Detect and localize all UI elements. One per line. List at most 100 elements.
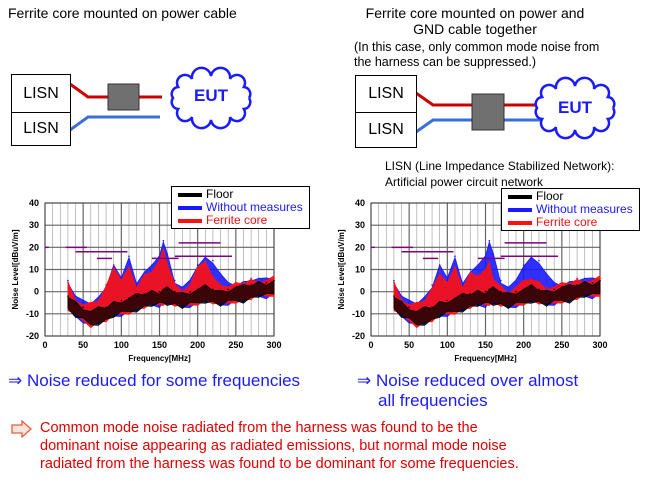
data-point xyxy=(553,288,555,291)
y-tick-label: 10 xyxy=(29,265,39,275)
data-point xyxy=(219,282,222,284)
x-tick-label: 250 xyxy=(228,340,243,350)
y-tick-label: 30 xyxy=(29,220,39,230)
data-point xyxy=(545,286,548,289)
x-tick-label: 50 xyxy=(78,340,88,350)
data-point xyxy=(431,306,433,308)
legend-item: Floor xyxy=(178,188,303,201)
plot-frame xyxy=(44,202,275,337)
data-point xyxy=(515,290,517,293)
right-result-line1: ⇒ Noise reduced over almost xyxy=(357,371,579,390)
y-axis-label: Noise Level[dBuV/m] xyxy=(11,229,20,309)
arrow-right-outline-icon xyxy=(11,420,32,438)
legend-label: Without measures xyxy=(536,202,633,216)
legend-item: Without measures xyxy=(508,203,633,216)
eut-label: EUT xyxy=(558,98,592,117)
data-point xyxy=(158,290,161,293)
data-point xyxy=(204,259,207,262)
conclusion-line2: dominant noise appearing as radiated emi… xyxy=(40,438,507,454)
data-point xyxy=(576,284,578,286)
data-point xyxy=(227,288,229,291)
data-point xyxy=(82,306,84,308)
left-result: ⇒ Noise reduced for some frequencies xyxy=(8,371,301,390)
note-line1: (In this case, only common mode noise fr… xyxy=(354,40,600,54)
y-axis-label: Noise Level[dBuV/m] xyxy=(337,229,346,309)
data-point xyxy=(67,279,69,282)
data-point xyxy=(484,290,487,293)
data-point xyxy=(212,259,214,262)
data-point xyxy=(477,273,479,275)
legend-item: Ferrite core xyxy=(508,216,633,229)
data-point xyxy=(128,255,130,257)
legend-label: Floor xyxy=(536,189,564,203)
lisn-box: LISN xyxy=(355,75,417,113)
data-point xyxy=(257,279,260,282)
legend-swatch xyxy=(178,205,202,210)
data-point xyxy=(438,270,441,273)
y-tick-label: 40 xyxy=(355,198,365,208)
legend-swatch xyxy=(178,218,202,223)
data-point xyxy=(67,295,69,297)
eut-cloud xyxy=(170,66,252,130)
legend-label: Floor xyxy=(206,187,234,201)
x-tick-label: 250 xyxy=(554,340,569,350)
y-tick-label: -10 xyxy=(352,309,365,319)
series-band xyxy=(67,279,275,326)
data-point xyxy=(173,290,176,293)
data-point xyxy=(568,282,571,284)
x-tick-label: 150 xyxy=(478,340,493,350)
legend-item: Ferrite core xyxy=(178,214,303,227)
right-title-line2: GND cable together xyxy=(413,21,537,37)
data-point xyxy=(488,239,491,242)
left-setup xyxy=(69,82,162,132)
data-point xyxy=(446,299,449,302)
y-tick-label: 10 xyxy=(355,265,365,275)
y-tick-label: 30 xyxy=(355,220,365,230)
right-note: (In this case, only common mode noise fr… xyxy=(354,40,599,70)
data-point xyxy=(576,277,578,280)
right-setup xyxy=(415,91,545,134)
lisn-box: LISN xyxy=(355,112,417,148)
data-point xyxy=(105,306,107,308)
def-line2: Artificial power circuit network xyxy=(385,175,544,189)
x-tick-label: 0 xyxy=(368,340,373,350)
data-point xyxy=(265,282,268,284)
data-point xyxy=(151,268,153,271)
conclusion: Common mode noise radiated from the harn… xyxy=(40,419,519,473)
data-point xyxy=(250,284,252,286)
ferrite-core xyxy=(471,93,505,131)
legend: Floor Without measures Ferrite core xyxy=(171,186,310,229)
data-point xyxy=(212,288,214,291)
x-tick-label: 100 xyxy=(114,340,129,350)
right-title: Ferrite core mounted on power and GND cab… xyxy=(355,5,595,37)
lisn-box: LISN xyxy=(11,112,71,146)
lisn-box: LISN xyxy=(11,74,71,113)
legend: Floor Without measures Ferrite core xyxy=(501,188,640,231)
x-tick-label: 100 xyxy=(440,340,455,350)
x-axis-label: Frequency[MHz] xyxy=(128,354,191,363)
left-title: Ferrite core mounted on power cable xyxy=(8,5,237,21)
data-point xyxy=(162,239,165,242)
note-line2: the harness can be suppressed.) xyxy=(354,55,537,69)
legend-label: Ferrite core xyxy=(536,215,598,229)
data-point xyxy=(469,268,472,271)
eut-cloud xyxy=(534,76,616,140)
data-point xyxy=(143,293,146,295)
data-point xyxy=(393,279,395,282)
y-tick-label: 20 xyxy=(29,242,39,252)
y-tick-label: 0 xyxy=(360,287,365,297)
data-point xyxy=(538,288,540,291)
legend-swatch xyxy=(508,194,532,199)
data-point xyxy=(469,293,472,295)
legend-item: Floor xyxy=(508,190,633,203)
data-point xyxy=(143,268,146,271)
x-tick-label: 150 xyxy=(152,340,167,350)
right-result-line2: all frequencies xyxy=(378,391,488,410)
data-point xyxy=(583,279,586,282)
data-point xyxy=(538,259,540,262)
ferrite-core xyxy=(107,83,140,111)
x-tick-label: 300 xyxy=(592,340,607,350)
data-point xyxy=(454,255,456,257)
data-point xyxy=(408,306,410,308)
